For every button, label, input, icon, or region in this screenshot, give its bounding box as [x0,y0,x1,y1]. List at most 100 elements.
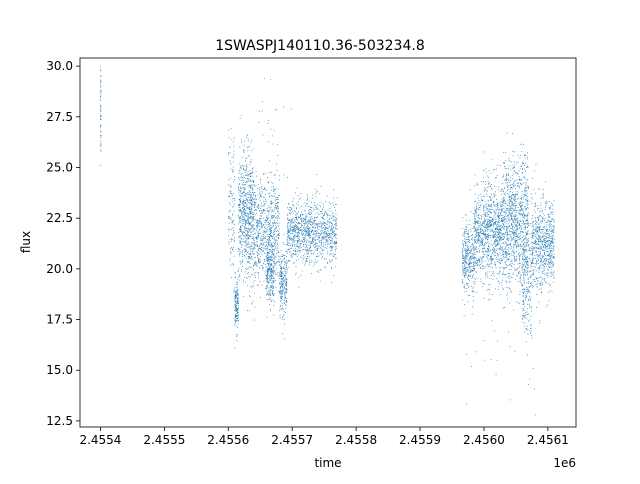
data-point [325,226,327,228]
data-point [477,228,479,230]
data-point [286,291,288,293]
data-point [275,280,277,281]
data-point [265,266,267,268]
data-point [230,168,232,170]
data-point [272,271,274,273]
data-point [487,241,489,243]
data-point [462,258,463,260]
data-point [501,234,503,235]
data-point [234,271,236,273]
data-point [476,182,478,184]
data-point [237,293,238,295]
data-point [249,184,251,186]
data-point [496,241,498,242]
data-point [231,201,233,203]
data-point [505,280,507,282]
data-point [524,288,526,290]
data-point [309,232,310,234]
data-point [271,282,272,284]
data-point [270,272,272,274]
data-point [240,222,242,223]
data-point [498,241,500,243]
data-point [505,212,507,214]
data-point [509,280,511,282]
data-point [486,228,488,230]
data-point [254,306,256,308]
data-point [275,205,277,207]
data-point [291,254,292,256]
data-point [476,258,478,260]
data-point [516,274,518,276]
data-point [309,216,311,218]
data-point [508,211,510,213]
data-point [325,258,327,260]
data-point [322,249,324,251]
data-point [470,249,472,251]
data-point [482,222,483,223]
data-point [277,197,279,199]
data-point [465,254,467,256]
data-point [268,267,270,269]
data-point [335,216,337,218]
data-point [464,228,466,230]
data-point [256,264,258,266]
data-point [308,233,310,235]
data-point [313,209,315,210]
data-point [330,222,332,224]
data-point [292,244,293,246]
data-point [277,242,278,244]
data-point [317,224,318,226]
data-point [332,227,334,229]
data-point [251,219,253,221]
data-point [319,193,321,195]
data-point [297,228,299,230]
data-point [290,225,291,227]
data-point [266,217,268,218]
data-point [277,202,278,203]
data-point [251,202,253,204]
data-point [269,267,270,269]
data-point [248,209,250,211]
data-point [483,196,485,197]
data-point [269,294,271,295]
data-point [502,287,504,289]
data-point [235,318,237,320]
data-point [286,279,287,281]
data-point [286,279,288,281]
data-point [495,213,496,215]
data-point [228,229,230,231]
data-point [250,255,252,257]
data-point [269,276,270,278]
data-point [294,236,296,238]
data-point [249,217,250,218]
data-point [233,210,235,212]
data-point [229,184,231,186]
data-point [277,206,279,208]
data-point [510,230,512,232]
data-point [261,235,263,237]
data-point [501,252,503,254]
data-point [523,243,524,245]
data-point [333,189,335,191]
data-point [495,239,496,240]
data-point [252,285,253,287]
data-point [483,209,485,211]
data-point [509,203,510,205]
data-point [308,248,310,250]
data-point [278,194,280,196]
data-point [524,215,526,217]
data-point [301,211,302,213]
data-point [249,222,251,223]
data-point [488,251,490,253]
data-point [249,246,251,248]
data-point [234,300,236,302]
data-point [308,263,310,265]
data-point [234,200,236,201]
data-point [485,189,487,191]
data-point [236,292,238,294]
data-point [499,208,501,210]
data-point [237,334,239,336]
data-point [265,200,267,202]
data-point [487,222,489,224]
data-point [259,261,261,263]
